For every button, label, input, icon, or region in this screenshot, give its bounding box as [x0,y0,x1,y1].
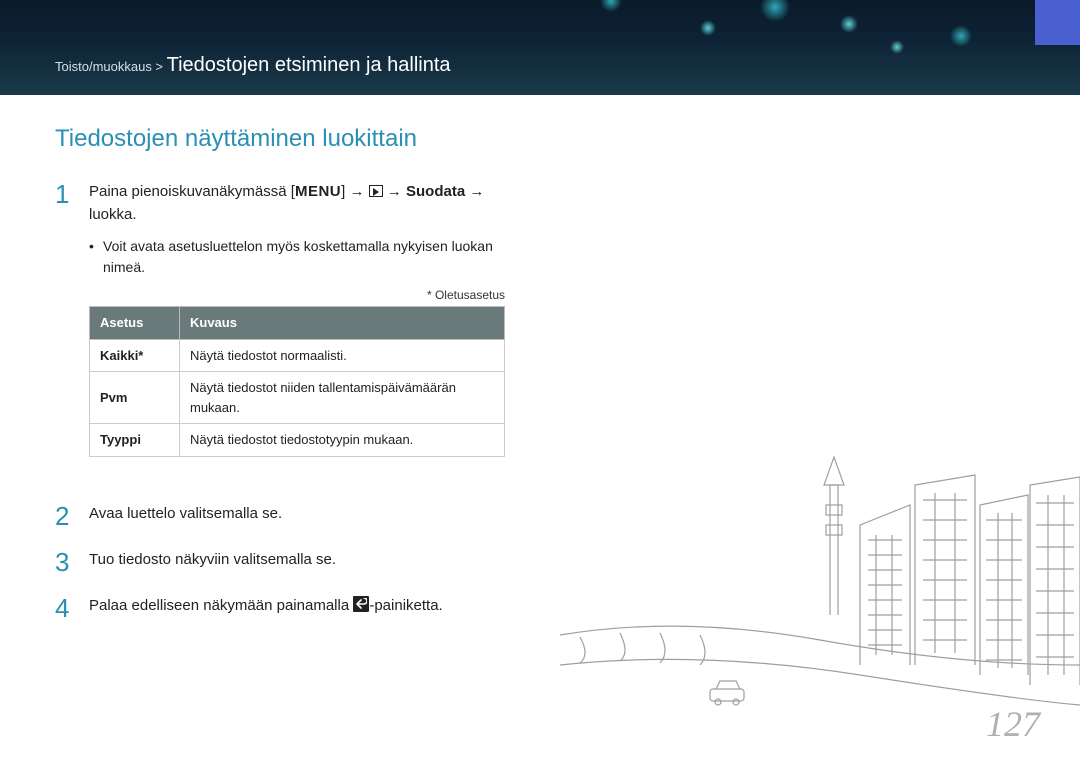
section-title: Tiedostojen näyttäminen luokittain [55,125,505,153]
step-number: 2 [55,503,89,529]
step-number: 1 [55,181,89,483]
table-cell: Kaikki* [90,339,180,372]
menu-button-label: MENU [295,181,341,204]
step-body: Palaa edelliseen näkymään painamalla -pa… [89,595,505,621]
table-cell: Tyyppi [90,424,180,457]
step-4: 4 Palaa edelliseen näkymään painamalla -… [55,595,505,621]
step-body: Avaa luettelo valitsemalla se. [89,503,505,529]
step-body: Paina pienoiskuvanäkymässä [MENU] → → Su… [89,181,505,483]
table-footnote: * Oletusasetus [89,286,505,304]
content-column: Tiedostojen näyttäminen luokittain 1 Pai… [0,95,560,621]
header-band: Toisto/muokkaus > Tiedostojen etsiminen … [0,0,1080,95]
breadcrumb-title: Tiedostojen etsiminen ja hallinta [167,54,451,76]
step1-text-mid2: → [383,183,406,200]
breadcrumb: Toisto/muokkaus > Tiedostojen etsiminen … [55,54,451,77]
table-cell: Pvm [90,372,180,424]
back-icon [353,596,369,612]
options-table: Asetus Kuvaus Kaikki* Näytä tiedostot no… [89,306,505,457]
bokeh-dot [840,15,858,33]
step1-bullet: Voit avata asetusluettelon myös kosketta… [89,236,505,278]
step-number: 3 [55,549,89,575]
step1-text-pre: Paina pienoiskuvanäkymässä [ [89,183,295,200]
step-1: 1 Paina pienoiskuvanäkymässä [MENU] → → … [55,181,505,483]
step1-bold: Suodata [406,183,465,200]
table-row: Tyyppi Näytä tiedostot tiedostotyypin mu… [90,424,505,457]
step-number: 4 [55,595,89,621]
bokeh-dot [760,0,790,22]
table-row: Kaikki* Näytä tiedostot normaalisti. [90,339,505,372]
bokeh-dot [700,20,716,36]
bokeh-dot [950,25,972,47]
bokeh-dot [890,40,904,54]
step-2: 2 Avaa luettelo valitsemalla se. [55,503,505,529]
step-3: 3 Tuo tiedosto näkyviin valitsemalla se. [55,549,505,575]
step1-text-mid1: ] → [341,183,369,200]
step1-text-mid3: → [465,183,484,200]
table-header-description: Kuvaus [180,307,505,340]
accent-bar [1035,0,1080,45]
step-body: Tuo tiedosto näkyviin valitsemalla se. [89,549,505,575]
play-icon [369,185,383,197]
bokeh-dot [600,0,622,12]
page-number: 127 [986,703,1040,745]
table-cell: Näytä tiedostot niiden tallentamispäiväm… [180,372,505,424]
table-header-setting: Asetus [90,307,180,340]
table-cell: Näytä tiedostot tiedostotyypin mukaan. [180,424,505,457]
table-row: Pvm Näytä tiedostot niiden tallentamispä… [90,372,505,424]
step4-post: -painiketta. [369,597,442,614]
step4-pre: Palaa edelliseen näkymään painamalla [89,597,353,614]
breadcrumb-prefix: Toisto/muokkaus > [55,59,167,74]
table-cell: Näytä tiedostot normaalisti. [180,339,505,372]
step1-text-post: luokka. [89,206,137,223]
